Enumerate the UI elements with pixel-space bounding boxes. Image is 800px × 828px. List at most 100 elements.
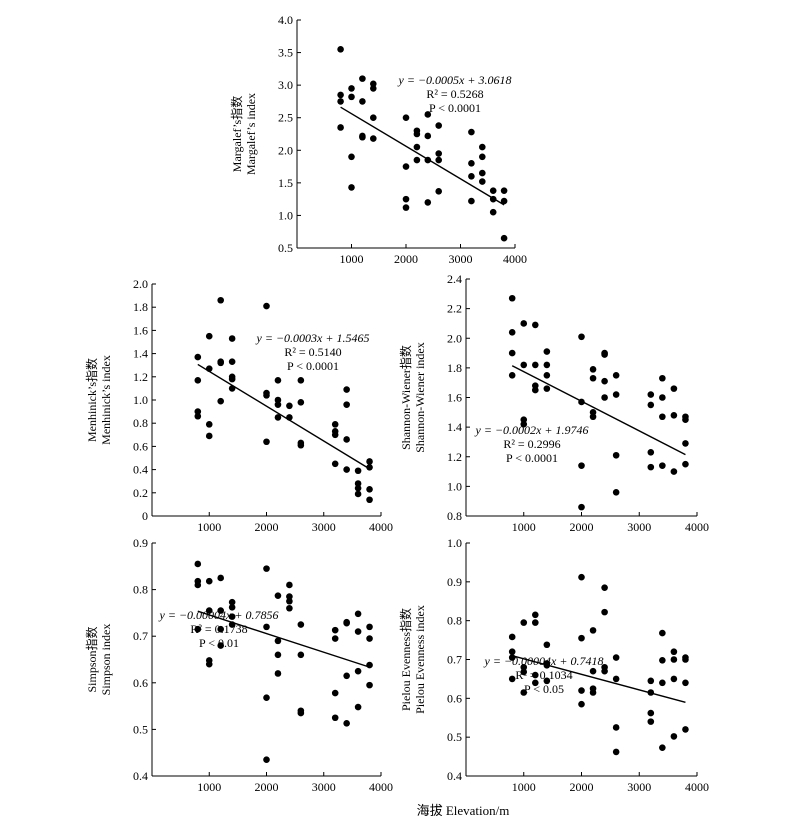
r-squared: R² = 0.5268: [426, 87, 483, 101]
y-tick-label: 0.9: [133, 536, 148, 550]
data-point: [543, 677, 551, 685]
data-point: [366, 486, 373, 493]
y-tick-label: 1.6: [133, 323, 148, 337]
x-tick-label: 3000: [312, 520, 336, 534]
data-point: [274, 414, 282, 421]
chart-menhinick: 0 0.2 0.4 0.6 0.8 1.0 1.2 1.4 1.6 1.8 2.0 1000 2000 3…: [84, 277, 393, 534]
data-point: [578, 333, 585, 341]
data-point: [370, 135, 377, 142]
data-point: [286, 604, 293, 612]
data-point: [532, 679, 539, 687]
y-axis-label-en: Margalef’s index: [244, 93, 258, 175]
data-point: [274, 401, 282, 408]
p-value: P < 0.0001: [506, 451, 558, 465]
data-point: [670, 648, 678, 656]
data-point: [205, 332, 213, 340]
p-value: P < 0.0001: [287, 359, 339, 373]
data-point: [343, 672, 350, 680]
data-point: [682, 656, 689, 663]
data-point: [354, 610, 362, 618]
y-tick-label: 0.6: [133, 439, 148, 453]
data-point: [274, 651, 282, 659]
data-point: [659, 656, 666, 664]
data-point: [468, 197, 475, 205]
data-point: [343, 401, 350, 408]
data-point: [205, 660, 213, 668]
data-point: [194, 408, 202, 415]
p-value: P < 0.05: [524, 682, 564, 696]
y-tick-label: 0.5: [447, 730, 462, 744]
data-point: [500, 187, 508, 194]
data-point: [263, 565, 270, 572]
data-point: [647, 718, 655, 725]
data-point: [359, 75, 366, 82]
data-point: [331, 460, 339, 468]
data-point: [543, 361, 551, 369]
y-tick-label: 0.5: [278, 241, 293, 255]
y-tick-label: 1.5: [278, 176, 293, 190]
y-tick-label: 1.2: [133, 370, 148, 384]
data-point: [263, 392, 270, 399]
y-tick-label: 0.4: [133, 463, 148, 477]
data-point: [343, 466, 350, 473]
data-point: [402, 114, 410, 122]
data-point: [228, 604, 236, 611]
x-tick-label: 1000: [197, 520, 221, 534]
data-point: [435, 156, 443, 164]
data-point: [366, 681, 373, 689]
data-point: [217, 607, 224, 614]
x-tick-label: 3000: [312, 780, 336, 794]
data-point: [578, 634, 585, 642]
y-tick-label: 1.0: [447, 536, 462, 550]
r-squared: R² = 0.5140: [284, 345, 341, 359]
data-point: [578, 503, 585, 511]
data-point: [543, 371, 551, 379]
data-point: [331, 635, 339, 642]
y-axis-label-en: Simpson index: [99, 624, 113, 696]
data-point: [331, 421, 339, 428]
y-tick-label: 1.0: [133, 393, 148, 407]
data-point: [647, 463, 655, 471]
data-point: [366, 463, 373, 471]
data-point: [532, 611, 539, 619]
x-tick-label: 1000: [197, 780, 221, 794]
data-point: [659, 744, 666, 751]
data-point: [500, 197, 508, 205]
data-point: [659, 629, 666, 637]
y-tick-label: 0: [142, 509, 148, 523]
data-point: [402, 163, 410, 170]
data-point: [297, 651, 305, 659]
data-point: [508, 633, 516, 641]
data-point: [670, 675, 678, 683]
chart-simpson: 0.4 0.5 0.6 0.7 0.8 0.9 1000 2000 3000 4000 Simpso…: [84, 536, 393, 794]
chart-shannon: 0.8 1.0 1.2 1.4 1.6 1.8 2.0 2.2 2.4 1000 2000 3000 4…: [398, 272, 709, 534]
data-point: [670, 385, 678, 392]
data-point: [659, 462, 666, 469]
data-point: [670, 468, 678, 475]
data-point: [228, 598, 236, 606]
data-point: [435, 150, 443, 157]
y-tick-label: 0.4: [133, 769, 148, 783]
y-tick-label: 0.7: [447, 653, 462, 667]
regression-equation: y = −0.00004x + 0.7418: [484, 654, 604, 668]
data-point: [647, 709, 655, 717]
data-point: [370, 85, 377, 92]
data-point: [612, 675, 620, 683]
data-point: [217, 296, 224, 304]
data-point: [205, 577, 213, 585]
regression-line: [511, 365, 686, 456]
data-point: [520, 668, 528, 676]
y-axis-label-en: Menhinick’s index: [99, 355, 113, 445]
data-point: [366, 635, 373, 642]
y-tick-label: 0.6: [447, 691, 462, 705]
data-point: [659, 374, 666, 382]
y-tick-label: 1.6: [447, 391, 462, 405]
data-point: [228, 358, 236, 366]
chart-margalef: 0.5 1.0 1.5 2.0 2.5 3.0 3.5 4.0 1000 2000 3000 4000…: [229, 13, 527, 266]
data-point: [366, 496, 373, 504]
regression-line: [512, 655, 686, 703]
x-tick-label: 3000: [627, 780, 651, 794]
data-point: [263, 302, 270, 310]
data-point: [601, 584, 608, 591]
